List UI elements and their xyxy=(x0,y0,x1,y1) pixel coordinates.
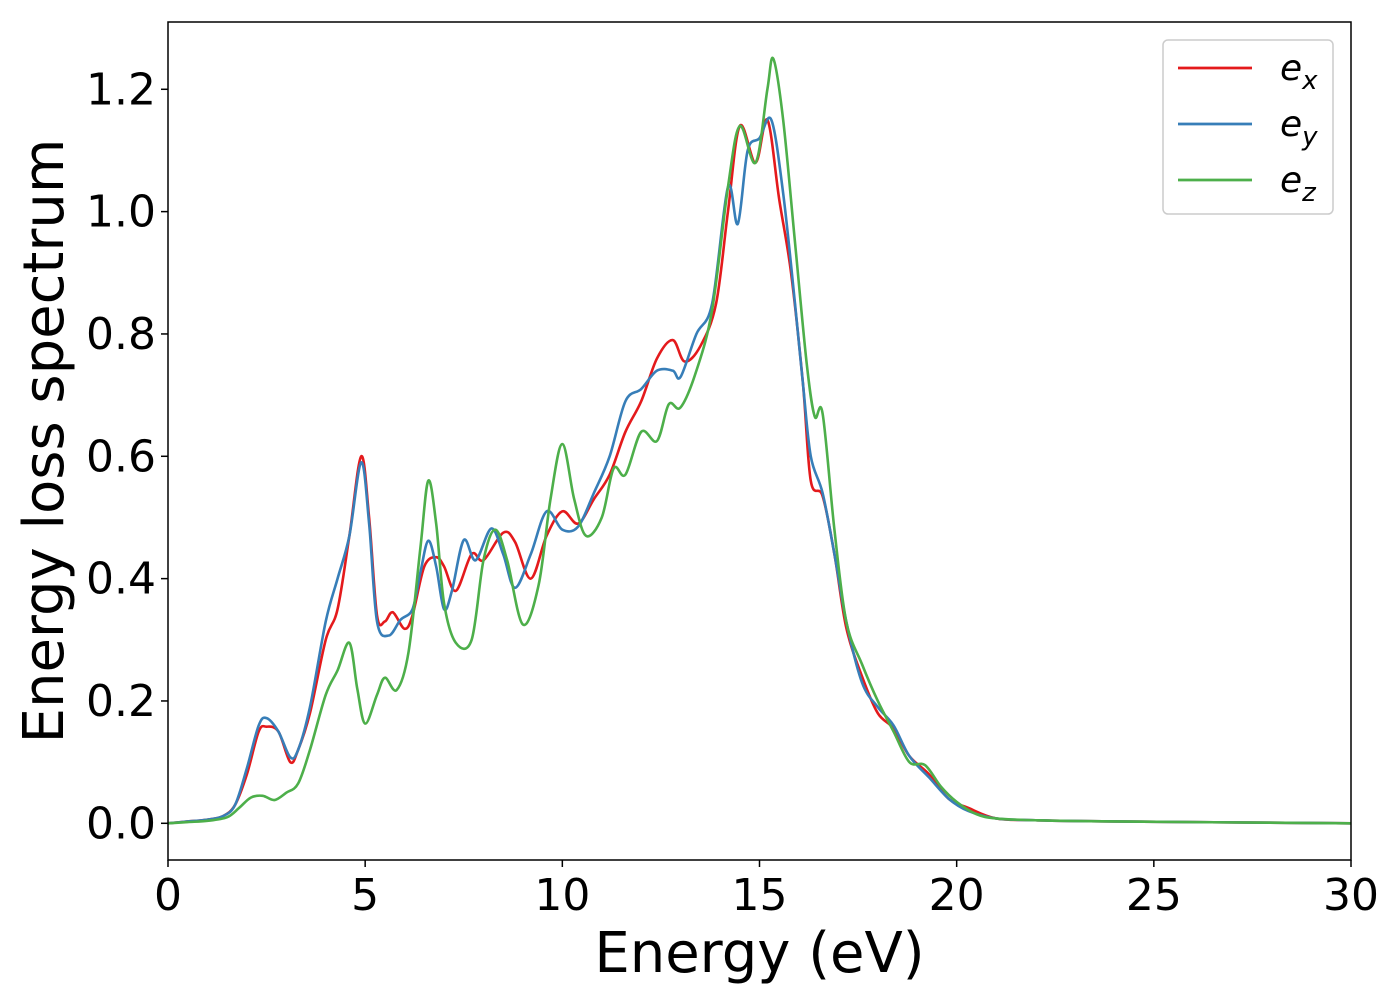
y-tick-label: 0.6 xyxy=(86,431,156,482)
x-axis-title: Energy (eV) xyxy=(594,921,924,986)
series-line-x xyxy=(167,118,1352,825)
x-tick-label: 0 xyxy=(154,870,182,921)
series-line-y xyxy=(167,116,1352,825)
legend-box xyxy=(1162,39,1334,215)
x-tick-label: 5 xyxy=(351,870,379,921)
series-layer xyxy=(167,56,1352,825)
x-tick-label: 20 xyxy=(929,870,985,921)
legend-label-y: ey xyxy=(1280,104,1318,152)
x-tick-label: 25 xyxy=(1126,870,1182,921)
y-tick-label: 1.2 xyxy=(86,64,156,115)
y-tick-label: 0.8 xyxy=(86,309,156,360)
legend-label-x: ex xyxy=(1280,48,1318,96)
y-tick-label: 0.2 xyxy=(86,676,156,727)
y-tick-label: 1.0 xyxy=(86,187,156,238)
x-tick-label: 15 xyxy=(732,870,788,921)
legend-label-z: ez xyxy=(1280,160,1317,208)
y-tick-label: 0.4 xyxy=(86,554,156,605)
legend: ex ey ez xyxy=(1162,39,1334,215)
x-tick-label: 30 xyxy=(1323,870,1379,921)
x-tick-label: 10 xyxy=(534,870,590,921)
ticks-layer: 0 5 10 15 20 25 30 0.0 0.2 0.4 0.6 0.8 1.0 1.2 xyxy=(86,64,1379,921)
series-line-z xyxy=(167,56,1352,825)
y-axis-title: Energy loss spectrum xyxy=(12,139,77,744)
y-tick-label: 0.0 xyxy=(86,798,156,849)
